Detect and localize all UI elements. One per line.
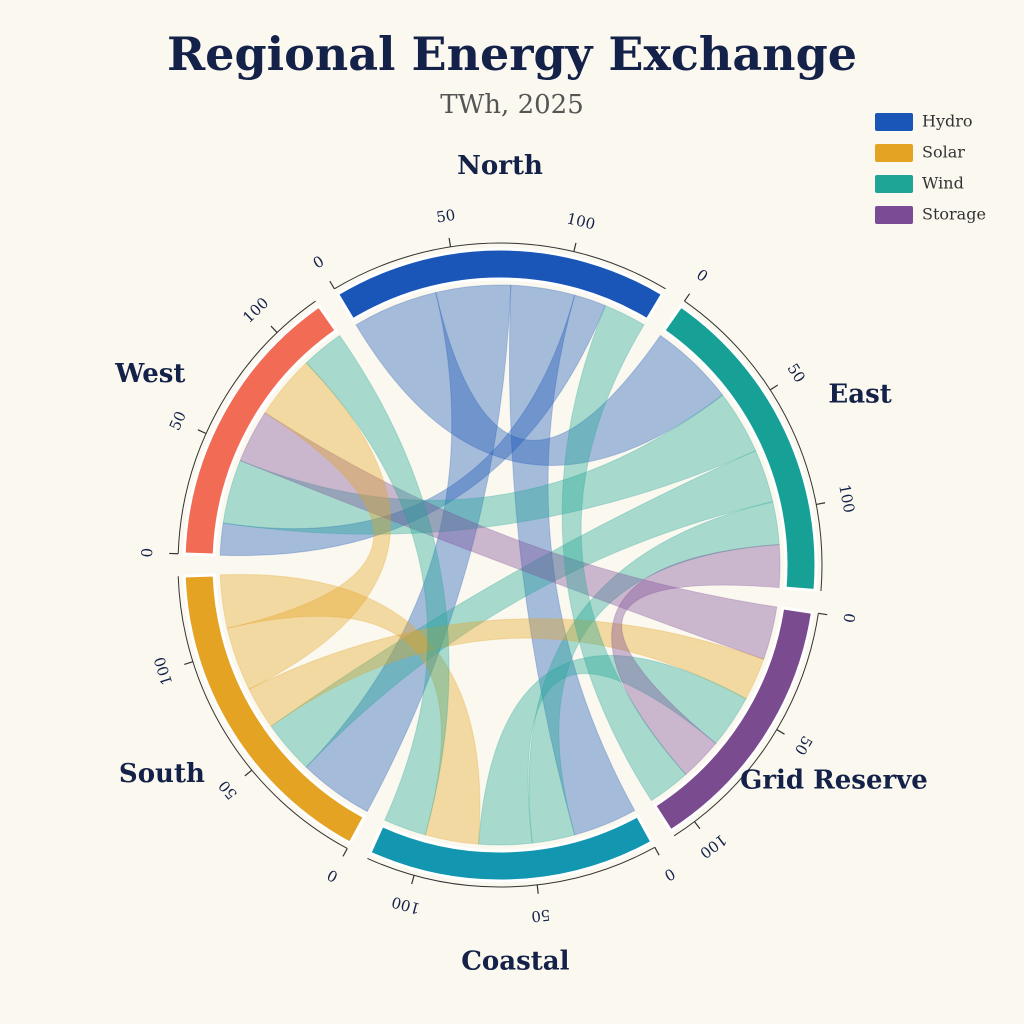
legend-label: Wind [922,174,964,193]
tick-label: 100 [835,483,858,515]
node-arc [335,247,665,322]
ribbon [305,284,512,813]
legend-swatch [875,113,913,131]
tick-mark [654,847,660,856]
legend-swatch [875,206,913,224]
ribbon [270,449,774,768]
axis-arc [177,300,316,554]
tick-mark [184,661,194,665]
legend-label: Storage [922,205,986,224]
node-arc [652,606,815,833]
tick-mark [329,280,335,290]
tick-mark [683,293,691,302]
ribbon [222,394,757,535]
node-label: Coastal [461,947,569,977]
axis-arc [673,613,819,837]
tick-label: 0 [138,548,156,558]
tick-label: 0 [839,612,858,624]
node-label: South [119,759,205,789]
tick-mark [448,237,452,247]
node-arc [182,303,339,557]
tick-mark [694,821,701,830]
node-label: Grid Reserve [740,765,928,795]
node-arc [661,303,818,593]
ribbon [477,654,747,846]
tick-mark [816,502,826,506]
tick-mark [776,729,785,735]
legend-label: Solar [922,143,965,162]
node-arc [182,573,367,846]
legend-label: Hydro [922,112,973,131]
ribbon [305,334,450,836]
axis-arc [684,300,823,592]
ribbon [508,284,636,836]
ribbon [248,618,765,727]
ribbon [219,573,481,845]
ribbon [561,304,687,802]
tick-label: 50 [435,206,457,227]
tick-label: 50 [530,906,551,926]
ribbons [219,284,781,846]
ribbon [226,362,391,690]
ribbon [528,501,780,844]
axis-arc [334,242,666,290]
tick-mark [244,769,253,777]
tick-mark [411,875,415,885]
tick-mark [769,384,779,391]
tick-mark [818,612,828,616]
ribbon [239,412,778,660]
chart-subtitle: TWh, 2025 [440,90,584,120]
ribbon [611,543,781,776]
tick-mark [270,325,278,333]
ribbon [355,291,724,466]
legend-swatch [875,175,913,193]
node-label: West [114,359,185,389]
tick-mark [573,242,577,252]
tick-mark [342,848,348,857]
node-label: North [457,151,543,181]
axis-arc [367,846,656,888]
node-arc [367,813,654,883]
legend-swatch [875,144,913,162]
axis-arc [177,576,348,849]
ribbon [219,294,607,557]
tick-mark [536,884,539,894]
node-label: East [828,379,891,409]
chart-title: Regional Energy Exchange [167,27,857,81]
tick-mark [197,429,207,435]
